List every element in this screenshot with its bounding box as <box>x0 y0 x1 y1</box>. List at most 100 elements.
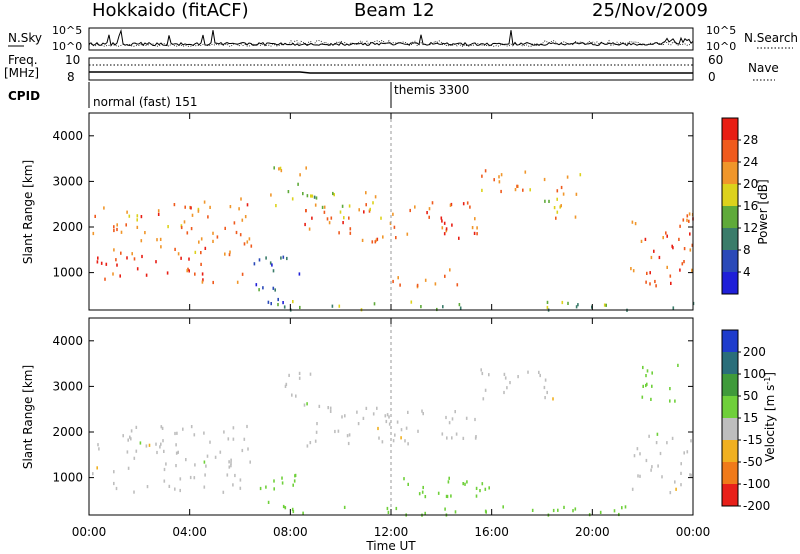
data-cell <box>291 507 294 511</box>
data-cell <box>236 280 239 284</box>
data-cell <box>450 202 453 207</box>
data-cell <box>286 256 288 261</box>
data-cell <box>414 205 416 209</box>
data-cell <box>248 237 251 241</box>
data-cell <box>232 483 234 487</box>
data-cell <box>690 473 692 477</box>
data-cell <box>328 221 331 225</box>
data-cell <box>555 216 557 220</box>
data-cell <box>688 219 690 223</box>
data-cell <box>522 188 524 192</box>
data-cell <box>469 205 471 209</box>
data-cell <box>173 203 176 207</box>
colorbar-swatch <box>722 440 738 463</box>
sky-panel: N.Sky 10^5 10^0 10^5 10^0 N.Search <box>8 24 798 53</box>
data-cell <box>632 269 635 273</box>
colorbar-swatch <box>722 140 738 163</box>
data-cell <box>451 436 453 440</box>
time-tick-label: 16:00 <box>474 525 509 539</box>
data-cell <box>376 406 378 410</box>
data-cell <box>514 188 517 192</box>
data-cell <box>671 436 674 440</box>
data-cell <box>258 288 260 292</box>
data-cell <box>603 303 606 307</box>
data-cell <box>471 226 474 230</box>
data-cell <box>243 437 246 441</box>
time-tick-label: 12:00 <box>374 525 409 539</box>
data-cell <box>356 410 358 414</box>
data-cell <box>562 192 565 196</box>
data-cell <box>682 218 685 222</box>
data-cell <box>666 441 668 445</box>
data-cell <box>417 429 419 433</box>
data-cell <box>645 280 647 284</box>
cpid-panel: CPID normal (fast) 151 themis 3300 <box>8 82 469 109</box>
data-cell <box>116 223 118 227</box>
data-cell <box>226 473 229 477</box>
radar-title: Hokkaido (fitACF) <box>92 0 249 21</box>
data-cell <box>175 464 177 468</box>
data-cell <box>278 167 280 171</box>
data-cell <box>155 260 157 264</box>
beam-label: Beam 12 <box>354 0 435 21</box>
data-cell <box>456 283 459 287</box>
data-cell <box>130 437 132 441</box>
data-cell <box>206 454 209 458</box>
data-cell <box>113 228 115 233</box>
data-cell <box>302 192 304 196</box>
data-cell <box>403 477 405 481</box>
data-cell <box>323 210 326 214</box>
data-cell <box>422 412 424 416</box>
date-label: 25/Nov/2009 <box>592 0 708 21</box>
data-cell <box>691 243 694 247</box>
data-cell <box>159 237 162 241</box>
data-cell <box>362 416 365 420</box>
data-cell <box>129 435 131 439</box>
data-cell <box>222 490 225 494</box>
data-cell <box>298 376 301 380</box>
data-cell <box>259 486 262 491</box>
data-cell <box>160 245 162 249</box>
data-cell <box>298 371 301 375</box>
data-cell <box>305 166 307 170</box>
data-cell <box>97 443 99 447</box>
data-cell <box>190 227 193 231</box>
data-cell <box>675 487 677 491</box>
data-cell <box>650 255 653 260</box>
data-cell <box>591 305 593 309</box>
data-cell <box>332 191 334 196</box>
data-cell <box>386 506 389 511</box>
power-colorbar-label: Power [dB] <box>756 179 770 244</box>
data-cell <box>241 272 244 276</box>
data-cell <box>375 238 378 242</box>
data-cell <box>185 458 187 462</box>
data-cell <box>160 442 162 446</box>
data-cell <box>197 209 200 213</box>
data-cell <box>376 237 379 241</box>
colorbar-swatch <box>722 330 738 353</box>
data-cell <box>135 449 138 453</box>
data-cell <box>656 432 659 436</box>
data-cell <box>451 417 454 421</box>
sky-right-tick-bottom: 10^0 <box>706 40 736 53</box>
data-cell <box>406 232 409 236</box>
data-cell <box>544 396 546 400</box>
freq-label: Freq. <box>8 53 38 67</box>
data-cell <box>649 271 651 275</box>
colorbar-tick-label: -50 <box>743 455 763 469</box>
data-cell <box>258 258 261 262</box>
data-cell <box>466 201 469 205</box>
data-cell <box>298 272 301 276</box>
data-cell <box>194 250 197 254</box>
velocity-ylabel: Slant Range [km] <box>21 365 35 469</box>
data-cell <box>386 413 389 417</box>
data-cell <box>103 206 105 210</box>
data-cell <box>177 450 179 454</box>
data-cell <box>309 372 312 376</box>
data-cell <box>365 406 368 410</box>
data-cell <box>113 470 115 474</box>
data-cell <box>624 505 627 509</box>
data-cell <box>637 474 639 478</box>
data-cell <box>474 417 476 422</box>
n-search-trace <box>88 39 694 47</box>
